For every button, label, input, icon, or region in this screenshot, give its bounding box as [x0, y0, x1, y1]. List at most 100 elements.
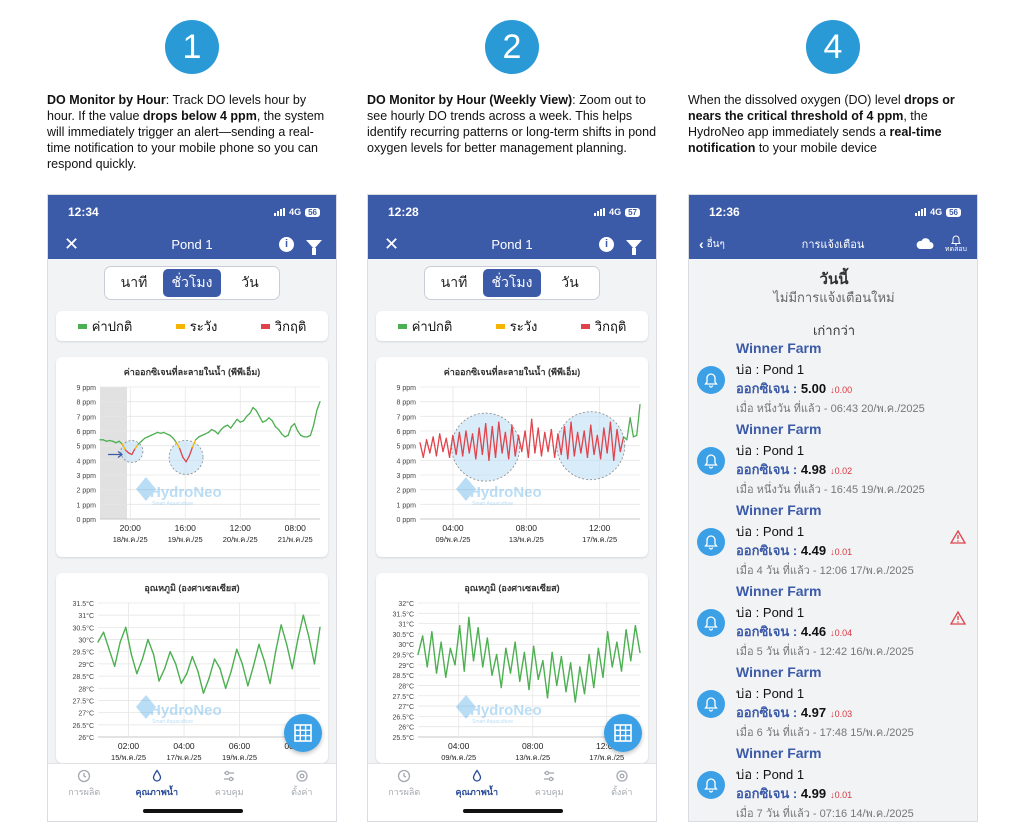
series-segment [425, 439, 431, 454]
tab-water-quality[interactable]: คุณภาพน้ำ [121, 764, 194, 821]
tab-settings[interactable]: ตั้งค่า [266, 764, 337, 821]
gear-icon [296, 770, 308, 782]
oxygen-delta: ↓0.01 [830, 547, 853, 557]
series-segment [233, 418, 238, 425]
desc-text: to your mobile device [755, 141, 877, 155]
tab-control[interactable]: ควบคุม [513, 764, 586, 821]
back-button[interactable]: ‹ อื่นๆ [699, 236, 725, 252]
series-segment [609, 421, 615, 461]
y-tick-label: 26.5°C [73, 722, 94, 730]
table-view-button[interactable] [604, 714, 642, 752]
clock: 12:28 [388, 205, 419, 219]
notification-item[interactable]: Winner Farm บ่อ : Pond 1 ออกซิเจน : 4.98 ↓0… [689, 421, 977, 501]
x-tick-label: 06:00 [229, 741, 251, 751]
cloud-icon[interactable] [915, 238, 935, 250]
close-icon[interactable]: ✕ [384, 234, 400, 254]
tab-water-quality[interactable]: คุณภาพน้ำ [441, 764, 514, 821]
test-button[interactable]: ทดสอบ [945, 234, 967, 254]
filter-icon[interactable] [626, 239, 642, 255]
segment-day[interactable]: วัน [561, 274, 579, 290]
y-tick-label: 27°C [78, 710, 94, 718]
bottom-tab-bar: การผลิต คุณภาพน้ำ ควบคุม ตั้งค่า [368, 763, 657, 821]
watermark-brand: HydroNeo [470, 484, 542, 501]
y-tick-label: 26°C [398, 724, 414, 732]
segment-hour[interactable]: ชั่วโมง [163, 269, 221, 297]
y-tick-label: 31.5°C [73, 600, 94, 608]
info-icon[interactable]: i [599, 236, 614, 252]
series-segment [488, 425, 493, 461]
series-segment [97, 631, 105, 643]
series-segment [514, 434, 520, 457]
bell-icon [951, 234, 961, 245]
series-segment [269, 651, 277, 685]
legend-critical: วิกฤติ [580, 316, 626, 337]
series-segment [611, 641, 618, 668]
step-description: When the dissolved oxygen (DO) level dro… [688, 92, 978, 156]
series-segment [629, 417, 635, 438]
farm-name: Winner Farm [736, 502, 822, 518]
step-number-badge: 4 [806, 20, 860, 74]
segment-hour[interactable]: ชั่วโมง [483, 269, 541, 297]
series-segment [544, 431, 549, 453]
series-segment [519, 651, 526, 683]
series-segment [121, 443, 127, 451]
table-view-button[interactable] [284, 714, 322, 752]
oxygen-reading: ออกซิเจน : 4.99 ↓0.01 [736, 783, 852, 804]
series-segment [445, 437, 451, 459]
y-tick-label: 29.5°C [393, 652, 414, 660]
notification-item[interactable]: Winner Farm บ่อ : Pond 1 ออกซิเจน : 4.46 ↓0… [689, 583, 977, 663]
series-segment [108, 648, 116, 668]
tab-settings[interactable]: ตั้งค่า [586, 764, 657, 821]
notification-item[interactable]: Winner Farm บ่อ : Pond 1 ออกซิเจน : 4.99 ↓0… [689, 745, 977, 821]
status-icons: 4G 56 [915, 207, 961, 217]
series-segment [485, 423, 490, 461]
notification-item[interactable]: Winner Farm บ่อ : Pond 1 ออกซิเจน : 4.49 ↓0… [689, 502, 977, 582]
y-tick-label: 25.5°C [393, 734, 414, 742]
watermark-logo [456, 695, 476, 719]
series-segment [255, 409, 261, 417]
pond-name: บ่อ : Pond 1 [736, 767, 805, 782]
tab-production[interactable]: การผลิต [368, 764, 441, 821]
watermark-tagline: Smart Aquaculture [152, 501, 193, 507]
series-segment [236, 418, 241, 423]
y-tick-label: 28°C [398, 682, 414, 690]
series-segment [208, 658, 216, 680]
series-segment [620, 629, 627, 672]
time-range-segmented-control: นาที ชั่วโมง วัน [424, 266, 600, 300]
filter-icon[interactable] [306, 239, 322, 255]
pond-name: บ่อ : Pond 1 [736, 524, 805, 539]
desc-bold: drops or nears the critical threshold of… [688, 93, 955, 123]
notification-item[interactable]: Winner Farm บ่อ : Pond 1 ออกซิเจน : 5.00 ↓0… [689, 340, 977, 420]
tab-production[interactable]: การผลิต [48, 764, 121, 821]
series-segment [137, 440, 143, 445]
notification-item[interactable]: Winner Farm บ่อ : Pond 1 ออกซิเจน : 4.97 ↓0… [689, 664, 977, 744]
y-tick-label: 8 ppm [397, 400, 417, 407]
series-segment [491, 653, 498, 676]
close-icon[interactable]: ✕ [64, 234, 80, 254]
series-segment [523, 651, 530, 691]
series-segment [432, 436, 438, 457]
x-tick-date: 17/พ.ค./25 [167, 753, 202, 762]
series-segment [440, 641, 447, 678]
series-segment [472, 627, 479, 662]
segment-minute[interactable]: นาที [440, 274, 468, 290]
y-tick-label: 9 ppm [397, 385, 417, 392]
y-tick-label: 30°C [398, 641, 414, 649]
segment-day[interactable]: วัน [241, 274, 259, 290]
step-title: DO Monitor by Hour (Weekly View) [367, 93, 573, 107]
series-segment [560, 425, 566, 456]
y-tick-label: 4 ppm [77, 458, 97, 465]
tab-control[interactable]: ควบคุม [193, 764, 266, 821]
info-icon[interactable]: i [279, 236, 294, 252]
watermark-brand: HydroNeo [470, 702, 542, 719]
series-segment [287, 425, 292, 437]
y-tick-label: 2 ppm [77, 488, 97, 495]
oxygen-reading: ออกซิเจน : 4.98 ↓0.02 [736, 459, 852, 480]
y-tick-label: 26.5°C [393, 713, 414, 721]
segment-minute[interactable]: นาที [120, 274, 148, 290]
oxygen-label: ออกซิเจน : [736, 543, 798, 558]
battery-icon: 57 [625, 207, 640, 217]
oxygen-delta: ↓0.00 [830, 385, 853, 395]
